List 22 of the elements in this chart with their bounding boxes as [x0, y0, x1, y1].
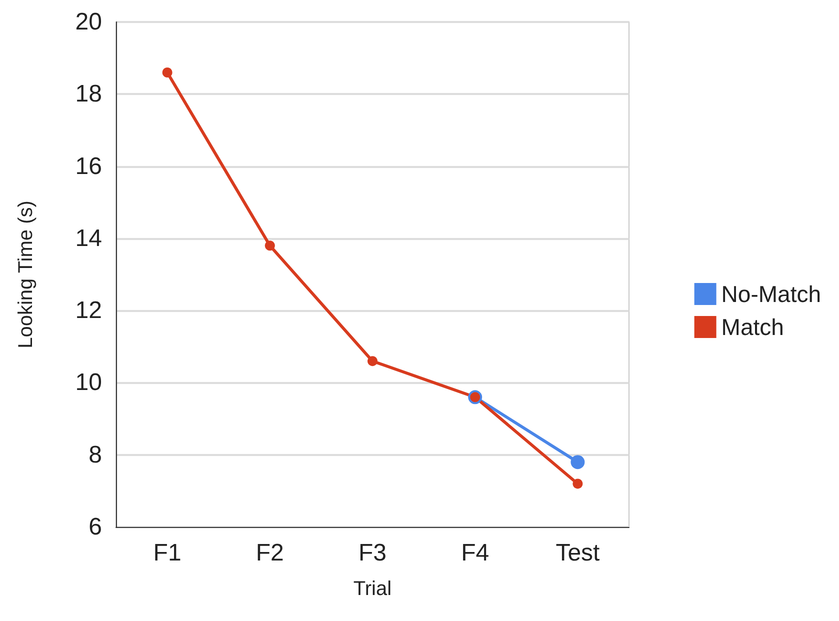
x-tick-label: F1	[153, 540, 182, 566]
point	[572, 478, 583, 489]
x-tick-label: F4	[461, 540, 490, 566]
y-tick-label: 20	[75, 8, 102, 36]
y-axis-title: Looking Time (s)	[15, 200, 37, 348]
y-tick-label: 18	[75, 80, 102, 108]
x-axis-title: Trial	[353, 578, 392, 600]
legend-label: No-Match	[721, 281, 822, 307]
point	[162, 68, 172, 78]
y-tick-label: 12	[75, 297, 102, 324]
y-tick-label: 10	[75, 369, 102, 396]
x-tick-label: F2	[256, 540, 284, 566]
y-tick-label: 8	[88, 441, 102, 468]
point	[368, 356, 378, 366]
point	[264, 240, 275, 251]
x-tick-label: F3	[358, 540, 387, 566]
legend-label: Match	[721, 314, 784, 340]
x-tick-label: Test	[556, 540, 600, 566]
y-tick-label: 16	[75, 152, 102, 180]
y-tick-label: 6	[88, 514, 102, 540]
y-tick-label: 14	[75, 224, 102, 252]
point	[570, 455, 585, 470]
